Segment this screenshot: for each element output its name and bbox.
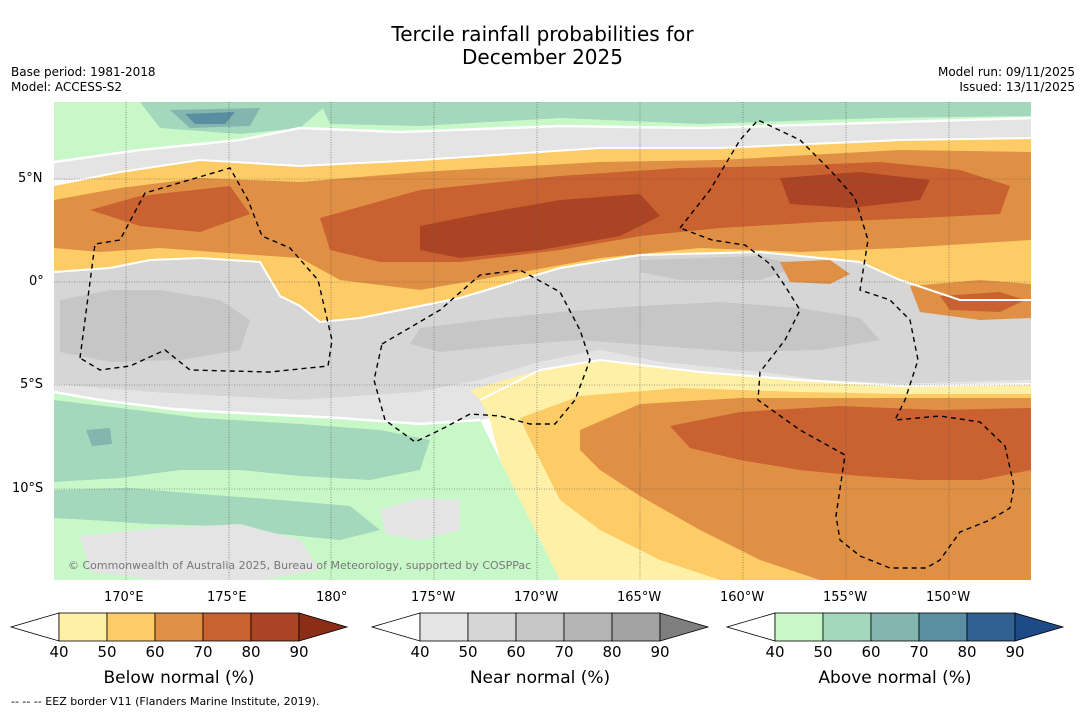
colorbar-1-title: Below normal (%) <box>103 668 255 688</box>
colorbar-2-tick: 80 <box>602 643 622 661</box>
colorbar-1-tick: 90 <box>289 643 309 661</box>
colorbar-3-tick: 70 <box>909 643 929 661</box>
issued-date: Issued: 13/11/2025 <box>959 80 1075 94</box>
colorbar-2-tick: 40 <box>410 643 430 661</box>
colorbar-3-tick: 60 <box>861 643 881 661</box>
lon-label-160w: 160°W <box>720 590 765 605</box>
colorbar-2-tick: 60 <box>506 643 526 661</box>
colorbar-2-tick: 50 <box>458 643 478 661</box>
lon-label-175e: 175°E <box>207 590 247 605</box>
colorbar-1-tick: 70 <box>193 643 213 661</box>
colorbar-3-tick: 40 <box>765 643 785 661</box>
lon-label-165w: 165°W <box>617 590 662 605</box>
colorbar-2-tick: 70 <box>554 643 574 661</box>
map-title-line2: December 2025 <box>462 45 623 69</box>
lon-label-170e: 170°E <box>104 590 144 605</box>
colorbar-3-tick: 50 <box>813 643 833 661</box>
colorbar-3-tick: 80 <box>957 643 977 661</box>
colorbar-1-tick: 60 <box>145 643 165 661</box>
lon-label-170w: 170°W <box>514 590 559 605</box>
colorbar-2-tick: 90 <box>650 643 670 661</box>
colorbar-1-tick: 50 <box>97 643 117 661</box>
colorbar-1-tick: 80 <box>241 643 261 661</box>
colorbar-1-tick: 40 <box>49 643 69 661</box>
model-run: Model run: 09/11/2025 <box>937 65 1075 79</box>
lon-label-175w: 175°W <box>411 590 456 605</box>
copyright-note: © Commonwealth of Australia 2025, Bureau… <box>68 559 532 572</box>
map-title-line1: Tercile rainfall probabilities for <box>391 22 694 46</box>
lon-label-150w: 150°W <box>926 590 971 605</box>
base-period: Base period: 1981-2018 <box>11 65 156 79</box>
eez-borders <box>79 119 1015 569</box>
colorbar-3-title: Above normal (%) <box>818 668 972 688</box>
colorbar-2-title: Near normal (%) <box>469 668 611 688</box>
lat-label-0: 0° <box>29 274 44 289</box>
model-name: Model: ACCESS-S2 <box>11 80 123 94</box>
map-field <box>54 102 1031 580</box>
lon-label-180: 180° <box>316 590 348 605</box>
lat-label-5n: 5°N <box>18 171 43 186</box>
lat-label-5s: 5°S <box>20 377 44 392</box>
eez-footnote: -- -- -- EEZ border V11 (Flanders Marine… <box>11 695 320 708</box>
lat-label-10s: 10°S <box>12 481 44 496</box>
lon-label-155w: 155°W <box>823 590 868 605</box>
colorbar-3-tick: 90 <box>1005 643 1025 661</box>
graticule <box>54 102 1031 580</box>
